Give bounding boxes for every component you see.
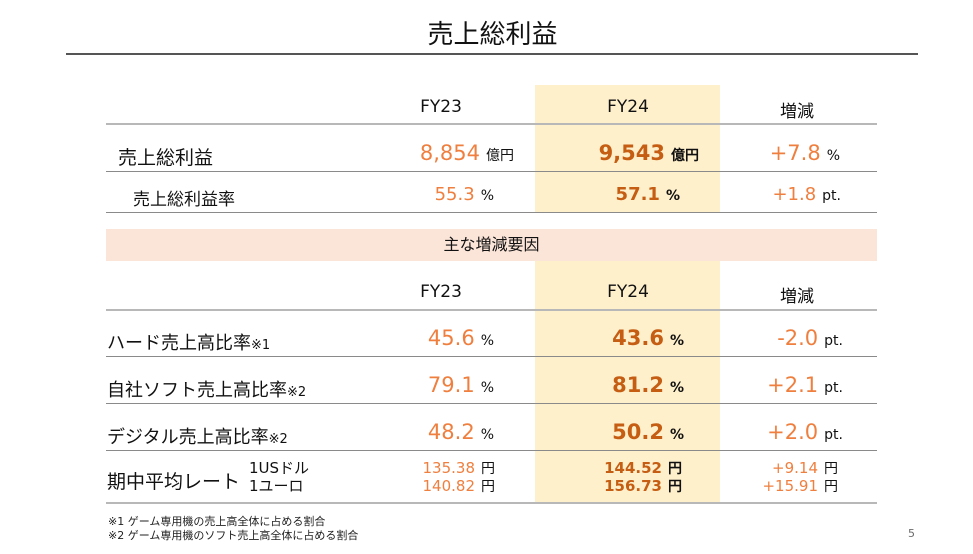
fy24-value: 57.1% <box>615 184 680 205</box>
table-bottom-divider <box>106 502 877 504</box>
fy23-value: 8,854 億円 <box>419 141 514 165</box>
fx-eur-fy24: 156.73 円 <box>604 477 682 495</box>
row-label: ハード売上高比率※1 <box>107 333 271 354</box>
page-number: 5 <box>908 527 915 540</box>
row-divider <box>106 450 877 451</box>
factors-section-band: 主な増減要因 <box>106 229 877 261</box>
row-label: 売上総利益 <box>118 147 214 169</box>
footnote-1: ※1 ゲーム専用機の売上高全体に占める割合 <box>108 515 326 528</box>
delta-value: +2.1 pt. <box>767 373 843 397</box>
fy24-column-highlight-factors <box>535 261 720 503</box>
footnote-2: ※2 ゲーム専用機のソフト売上高全体に占める割合 <box>108 529 359 542</box>
factors-heading: 主な増減要因 <box>443 235 540 254</box>
col-header-delta: 増減 <box>780 102 814 122</box>
row-label: デジタル売上高比率※2 <box>107 427 288 448</box>
col-header-fy23: FY23 <box>420 97 462 117</box>
fy24-column-highlight-summary <box>535 85 720 212</box>
fx-eur-delta: +15.91 円 <box>762 477 838 495</box>
delta-value: +7.8% <box>769 141 840 165</box>
fy23-value: 79.1% <box>427 373 494 397</box>
col-header-fy23: FY23 <box>420 282 462 302</box>
fy23-value: 55.3% <box>434 184 494 205</box>
title-divider <box>66 53 918 55</box>
row-divider <box>106 212 877 213</box>
fy24-value: 9,543 億円 <box>598 141 699 165</box>
row-divider <box>106 403 877 404</box>
fx-usd-delta: +9.14 円 <box>772 459 838 477</box>
fy23-value: 45.6% <box>427 326 494 350</box>
delta-value: +1.8 pt. <box>772 184 841 205</box>
col-header-fy24: FY24 <box>607 97 649 117</box>
row-label: 売上総利益率 <box>133 190 235 210</box>
fy24-value: 81.2% <box>612 373 684 397</box>
fy23-value: 48.2% <box>427 420 494 444</box>
header-divider <box>106 309 877 311</box>
row-divider <box>106 356 877 357</box>
fy24-value: 50.2% <box>612 420 684 444</box>
row-divider <box>106 171 877 172</box>
row-label: 期中平均レート <box>107 471 241 493</box>
fx-eur-fy23: 140.82 円 <box>422 477 496 495</box>
fy24-value: 43.6% <box>612 326 684 350</box>
delta-value: +2.0 pt. <box>767 420 843 444</box>
delta-value: -2.0 pt. <box>777 326 843 350</box>
page-title: 売上総利益 <box>427 20 558 50</box>
col-header-fy24: FY24 <box>607 282 649 302</box>
col-header-delta: 増減 <box>780 287 814 307</box>
fx-usd-label: 1USドル <box>249 459 310 477</box>
header-divider <box>106 123 877 125</box>
fx-usd-fy23: 135.38 円 <box>422 459 496 477</box>
fx-usd-fy24: 144.52 円 <box>604 459 682 477</box>
row-label: 自社ソフト売上高比率※2 <box>107 380 307 401</box>
fx-eur-label: 1ユーロ <box>249 477 304 495</box>
